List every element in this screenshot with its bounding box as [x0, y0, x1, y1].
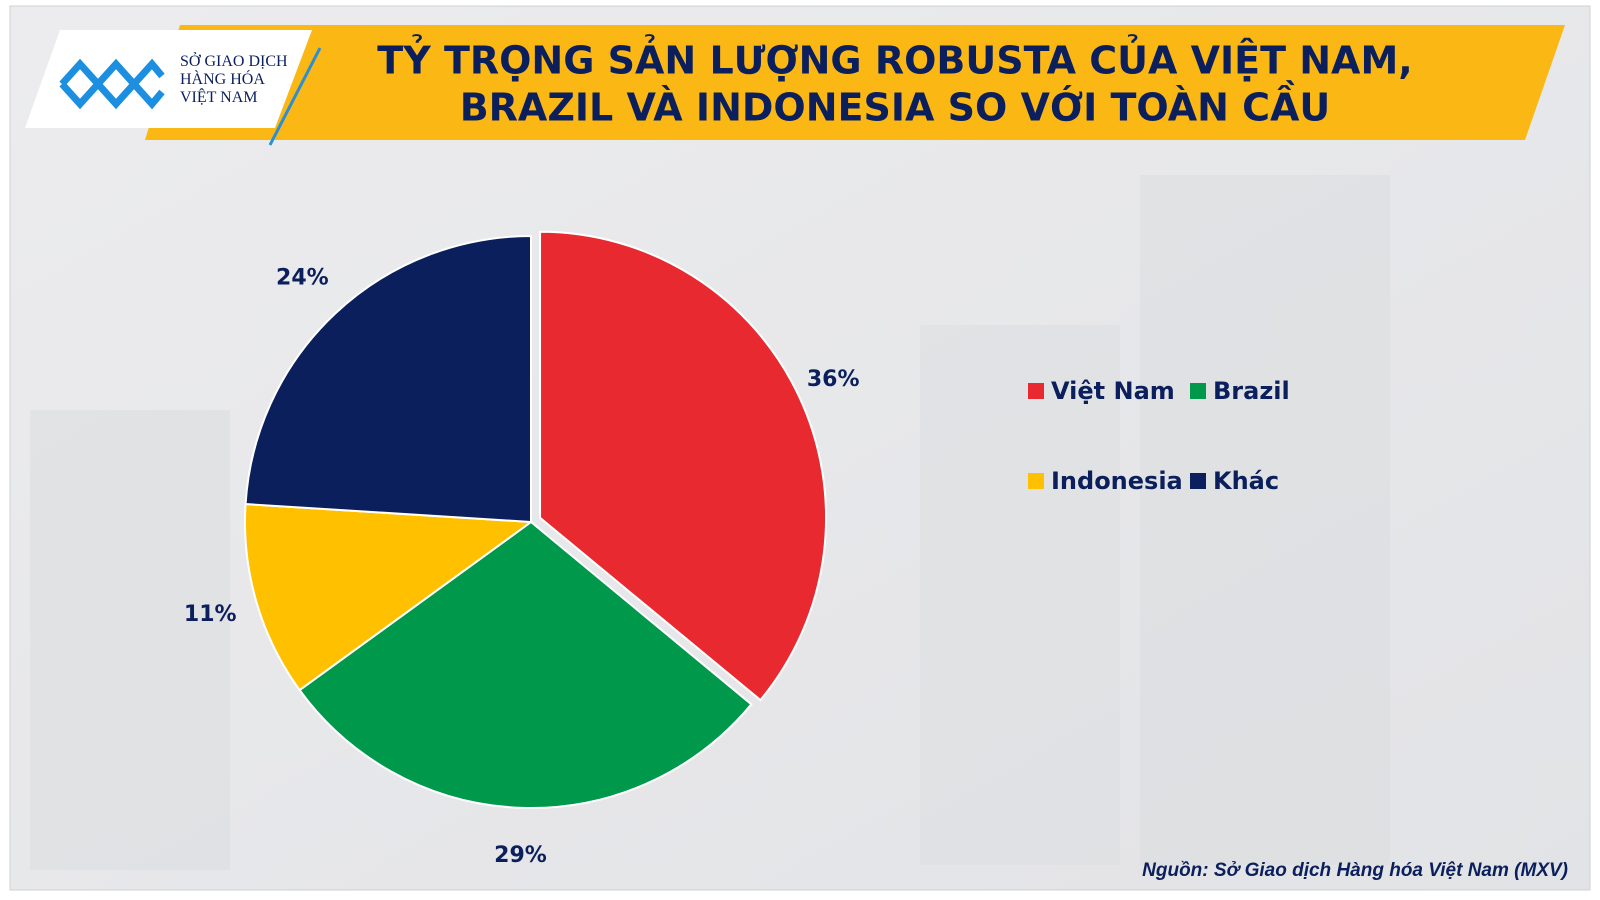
title-band: [145, 25, 1565, 140]
data-label: 11%: [184, 602, 237, 627]
bg-shape: [920, 325, 1120, 865]
logo-text: SỞ GIAO DỊCH: [180, 51, 288, 70]
bg-shape: [30, 410, 230, 870]
logo-text: HÀNG HÓA: [180, 69, 265, 88]
logo-box: [25, 30, 312, 128]
source-note: Nguồn: Sở Giao dịch Hàng hóa Việt Nam (M…: [1142, 860, 1568, 881]
data-label: 29%: [494, 843, 547, 868]
legend-swatch: [1190, 383, 1206, 399]
legend-swatch: [1028, 473, 1044, 489]
pie-slice: [244, 502, 534, 692]
data-label: 36%: [807, 367, 860, 392]
legend-swatch: [1190, 473, 1206, 489]
legend-label: Indonesia: [1051, 467, 1183, 495]
logo-mark: [59, 58, 165, 110]
bg-shape: [1140, 175, 1390, 865]
legend-label: Brazil: [1213, 377, 1290, 405]
chart-title: TỶ TRỌNG SẢN LƯỢNG ROBUSTA CỦA VIỆT NAM,: [377, 35, 1412, 83]
logo-text: VIỆT NAM: [180, 87, 257, 106]
legend-swatch: [1028, 383, 1044, 399]
chart-title: BRAZIL VÀ INDONESIA SO VỚI TOÀN CẦU: [460, 81, 1331, 130]
legend-label: Việt Nam: [1051, 377, 1175, 405]
pie-slice: [298, 520, 753, 809]
logo-accent: [268, 47, 322, 146]
legend-label: Khác: [1213, 467, 1279, 495]
data-label: 24%: [276, 266, 329, 291]
pie-slice: [539, 230, 828, 702]
pie-slice: [244, 234, 532, 524]
